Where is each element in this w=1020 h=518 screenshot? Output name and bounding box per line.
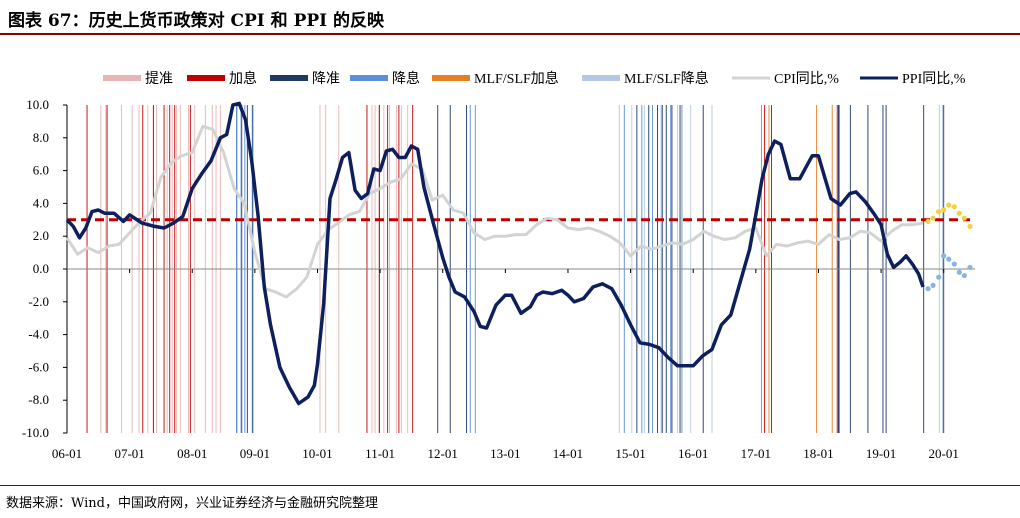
ppi-line: [65, 101, 925, 406]
cpi-forecast-point-6: [956, 210, 962, 216]
source-note: 数据来源：Wind，中国政府网，兴业证券经济与金融研究院整理: [6, 496, 378, 511]
cpi-forecast-point-3: [941, 207, 947, 213]
legend: 提准 加息 降准 降息 MLF/SLF加息 MLF/SLF降息 CPI同比,% …: [103, 70, 966, 87]
cpi-forecast-point-5: [951, 204, 957, 210]
ppi-forecast-point-2: [936, 274, 942, 280]
ppi-forecast-point-4: [946, 256, 952, 262]
legend-label-mlf-cut: MLF/SLF降息: [624, 70, 709, 87]
x-tick-label-3: 09-01: [240, 446, 270, 461]
legend-label-mlf-hike: MLF/SLF加息: [474, 70, 559, 87]
legend-label-ppi: PPI同比,%: [902, 71, 966, 87]
cpi-line: [65, 124, 924, 299]
cpi-forecast-point-7: [961, 215, 967, 221]
x-tick-label-7: 13-01: [490, 446, 520, 461]
chart: 提准 加息 降准 降息 MLF/SLF加息 MLF/SLF降息 CPI同比,% …: [22, 70, 975, 461]
y-tick-label-2: 6.0: [33, 163, 49, 178]
legend-label-rate-hike: 加息: [229, 70, 257, 87]
ppi-forecast-point-7: [961, 272, 967, 279]
x-axis-ticks: 06-01 07-01 08-01 09-01 10-01 11-01 12-01 13-01…: [52, 269, 959, 461]
x-tick-label-10: 16-01: [678, 446, 708, 461]
y-tick-label-7: -4.0: [28, 327, 49, 342]
x-tick-label-8: 14-01: [553, 446, 583, 461]
page-title: 图表 67：历史上货币政策对 CPI 和 PPI 的反映: [8, 11, 385, 31]
legend-label-rrr-cut: 降准: [312, 71, 340, 87]
x-tick-label-1: 07-01: [114, 446, 144, 461]
cpi-forecast-point-8: [967, 223, 973, 229]
y-tick-label-5: 0.0: [33, 261, 49, 276]
x-tick-label-12: 18-01: [803, 446, 833, 461]
y-tick-label-9: -8.0: [28, 392, 49, 407]
x-tick-label-14: 20-01: [929, 446, 959, 461]
legend-swatch-rrr-hike: [103, 75, 141, 81]
x-tick-label-6: 12-01: [428, 446, 458, 461]
ppi-forecast-point-8: [967, 264, 973, 270]
y-tick-label-6: -2.0: [28, 294, 49, 309]
x-tick-label-4: 10-01: [302, 446, 332, 461]
ppi-forecast-point-6: [956, 269, 962, 275]
x-tick-label-13: 19-01: [866, 446, 896, 461]
y-tick-label-3: 4.0: [33, 195, 49, 210]
cpi-forecast-point-1: [930, 215, 936, 221]
y-tick-label-4: 2.0: [33, 228, 49, 243]
cpi-forecast-point-4: [946, 202, 952, 208]
legend-label-rrr-hike: 提准: [145, 71, 173, 87]
y-tick-label-8: -6.0: [28, 359, 49, 374]
y-tick-label-10: -10.0: [22, 425, 49, 440]
x-tick-label-11: 17-01: [741, 446, 771, 461]
x-tick-label-0: 06-01: [52, 446, 82, 461]
cpi-forecast-point-0: [925, 218, 931, 225]
ppi-forecast-point-0: [925, 286, 931, 292]
legend-swatch-rrr-cut: [270, 75, 308, 81]
legend-label-rate-cut: 降息: [392, 70, 420, 87]
x-tick-label-2: 08-01: [177, 446, 207, 461]
y-axis-ticks: 10.0 8.0 6.0 4.0 2.0 0.0 -2.0 -4.0 -6.0 -8.0 -10.0: [22, 97, 67, 440]
footer-rule: [0, 485, 1020, 486]
ppi-forecast-point-1: [930, 282, 936, 288]
legend-swatch-rate-hike: [187, 75, 225, 81]
ppi-forecast-point-3: [941, 253, 947, 259]
x-tick-label-9: 15-01: [615, 446, 645, 461]
legend-swatch-rate-cut: [350, 75, 388, 81]
legend-label-cpi: CPI同比,%: [774, 71, 839, 87]
x-tick-label-5: 11-01: [365, 446, 395, 461]
y-tick-label-1: 8.0: [33, 130, 49, 145]
series-lines: [65, 101, 973, 406]
y-tick-label-0: 10.0: [26, 97, 49, 112]
title-underline: [0, 33, 1020, 35]
cpi-forecast-point-2: [936, 209, 942, 215]
legend-swatch-mlf-cut: [582, 75, 620, 81]
legend-swatch-mlf-hike: [432, 75, 470, 81]
ppi-forecast-point-5: [951, 261, 957, 267]
